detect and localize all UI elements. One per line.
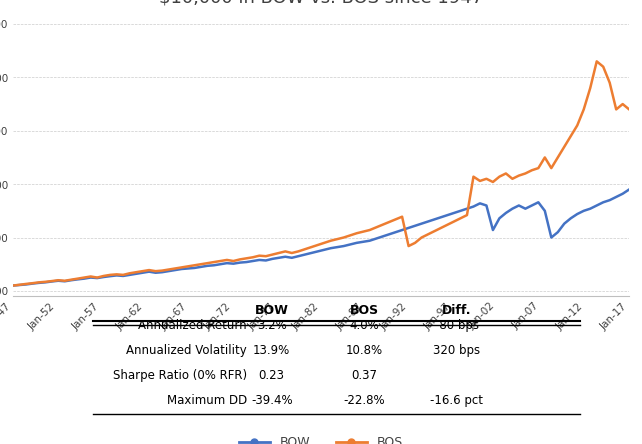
Legend: BOW, BOS: BOW, BOS	[234, 431, 408, 444]
Text: -80 bps: -80 bps	[435, 319, 478, 332]
Title: $10,000 in BOW vs. BOS since 1947: $10,000 in BOW vs. BOS since 1947	[159, 0, 483, 6]
Text: BOS: BOS	[350, 304, 379, 317]
Text: Annualized Return: Annualized Return	[139, 319, 247, 332]
Text: Sharpe Ratio (0% RFR): Sharpe Ratio (0% RFR)	[113, 369, 247, 382]
Text: -16.6 pct: -16.6 pct	[430, 394, 483, 407]
Text: Annualized Volatility: Annualized Volatility	[126, 344, 247, 357]
Text: -22.8%: -22.8%	[343, 394, 385, 407]
Text: 320 bps: 320 bps	[433, 344, 480, 357]
Text: -39.4%: -39.4%	[251, 394, 293, 407]
Text: 0.23: 0.23	[259, 369, 284, 382]
Text: 4.0%: 4.0%	[349, 319, 379, 332]
Text: Diff.: Diff.	[442, 304, 471, 317]
Text: 10.8%: 10.8%	[345, 344, 383, 357]
Text: 0.37: 0.37	[351, 369, 377, 382]
Text: BOW: BOW	[255, 304, 289, 317]
Text: Maximum DD: Maximum DD	[167, 394, 247, 407]
Text: 3.2%: 3.2%	[257, 319, 286, 332]
Text: 13.9%: 13.9%	[253, 344, 290, 357]
